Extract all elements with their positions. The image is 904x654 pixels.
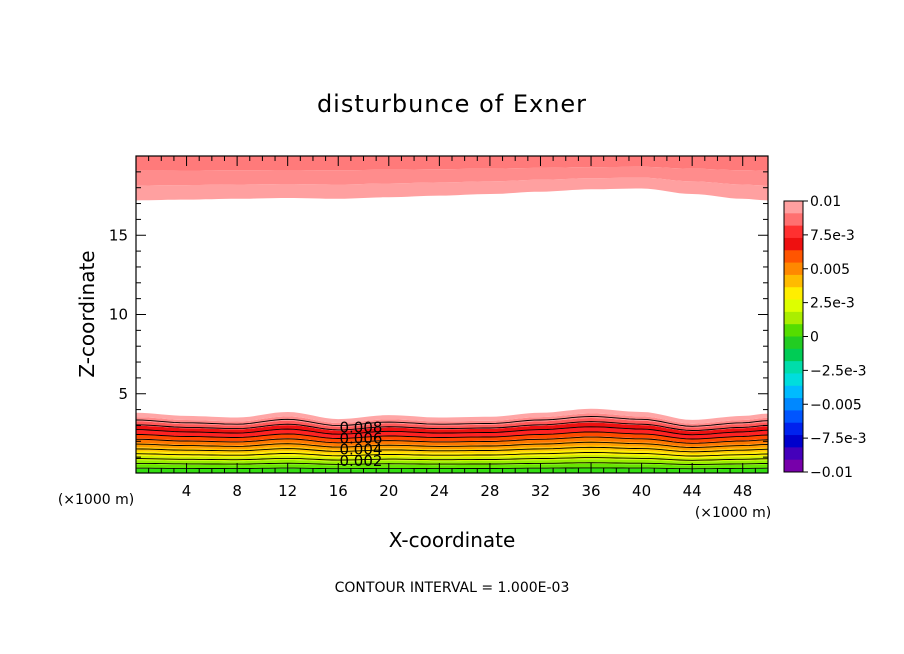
lower-band — [136, 422, 768, 436]
colorbar: 0.01 7.5e-3 0.005 2.5e-3 0 −2.5e-3 −0.005 −7.5e… — [783, 194, 867, 481]
lower-band — [136, 450, 768, 458]
upper-band — [136, 177, 768, 201]
colorbar-swatch — [784, 373, 803, 387]
lower-band — [136, 427, 768, 439]
x-tick-label: 32 — [531, 482, 550, 500]
contour-label: 0.008 — [340, 418, 383, 436]
x-tick-label: 28 — [480, 482, 499, 500]
contour-line — [136, 431, 768, 440]
colorbar-label: 0 — [810, 330, 819, 346]
colorbar-label: 2.5e-3 — [810, 296, 855, 312]
lower-band — [136, 454, 768, 462]
colorbar-swatch — [784, 287, 803, 301]
upper-band — [136, 166, 768, 186]
lower-band — [136, 413, 768, 428]
colorbar-label: 0.01 — [810, 194, 841, 210]
plot-field — [136, 156, 768, 473]
contour-line — [136, 457, 768, 461]
lower-band — [136, 418, 768, 432]
x-tick-label: 4 — [182, 482, 192, 500]
colorbar-swatch — [784, 459, 803, 473]
colorbar-label: −0.01 — [810, 465, 853, 481]
y-axis-label: Z-coordinate — [75, 250, 99, 377]
contour-line — [136, 426, 768, 436]
contour-line — [136, 421, 768, 431]
colorbar-swatch — [784, 299, 803, 313]
x-tick-label: 16 — [329, 482, 348, 500]
colorbar-swatch — [784, 422, 803, 436]
x-tick-label: 36 — [581, 482, 600, 500]
colorbar-swatch — [784, 435, 803, 448]
x-tick-label: 24 — [430, 482, 449, 500]
colorbar-swatch — [784, 398, 803, 411]
colorbar-swatch — [784, 348, 803, 362]
colorbar-label: −7.5e-3 — [810, 431, 867, 447]
colorbar-swatch — [784, 262, 803, 276]
y-tick-label: 5 — [118, 385, 128, 403]
colorbar-swatch — [784, 213, 803, 227]
colorbar-swatch — [784, 385, 803, 399]
colorbar-label: −0.005 — [810, 397, 862, 413]
contour-label: 0.004 — [340, 441, 383, 459]
contour-line — [136, 436, 768, 444]
x-tick-label: 20 — [379, 482, 398, 500]
x-tick-label: 48 — [733, 482, 752, 500]
contour-interval-footer: CONTOUR INTERVAL = 1.000E-03 — [335, 580, 570, 596]
x-tick-label: 40 — [632, 482, 651, 500]
colorbar-swatch — [784, 410, 803, 424]
x-tick-label: 8 — [232, 482, 242, 500]
contour-label: 0.006 — [340, 430, 383, 448]
colorbar-swatch — [784, 274, 803, 288]
contour-label: 0.002 — [340, 452, 383, 470]
x-unit-right: (×1000 m) — [695, 505, 771, 521]
x-tick-label: 44 — [683, 482, 702, 500]
upper-band — [136, 156, 768, 171]
contour-line — [136, 441, 768, 448]
contour-line — [136, 462, 768, 465]
colorbar-swatch — [784, 361, 803, 374]
colorbar-swatch — [784, 225, 803, 239]
colorbar-swatch — [784, 237, 803, 251]
lower-band — [136, 408, 768, 424]
y-tick-label: 10 — [109, 306, 128, 324]
y-tick-label: 15 — [109, 226, 128, 244]
contour-line — [136, 416, 768, 427]
colorbar-swatch — [784, 324, 803, 337]
colorbar-label: 0.005 — [810, 262, 850, 278]
chart-title: disturbunce of Exner — [317, 90, 587, 118]
colorbar-swatch — [784, 201, 803, 214]
colorbar-label: 7.5e-3 — [810, 228, 855, 244]
colorbar-label: −2.5e-3 — [810, 363, 867, 379]
contour-line — [136, 446, 768, 453]
colorbar-swatch — [784, 336, 803, 350]
contour-lines — [136, 416, 768, 470]
colorbar-swatch — [784, 447, 803, 461]
colorbar-swatch — [784, 250, 803, 264]
x-axis-label: X-coordinate — [389, 528, 516, 552]
x-unit-left: (×1000 m) — [58, 492, 134, 508]
contour-line — [136, 452, 768, 457]
lower-band — [136, 440, 768, 451]
lower-band — [136, 459, 768, 466]
colorbar-swatch — [784, 311, 803, 325]
x-tick-label: 12 — [278, 482, 297, 500]
